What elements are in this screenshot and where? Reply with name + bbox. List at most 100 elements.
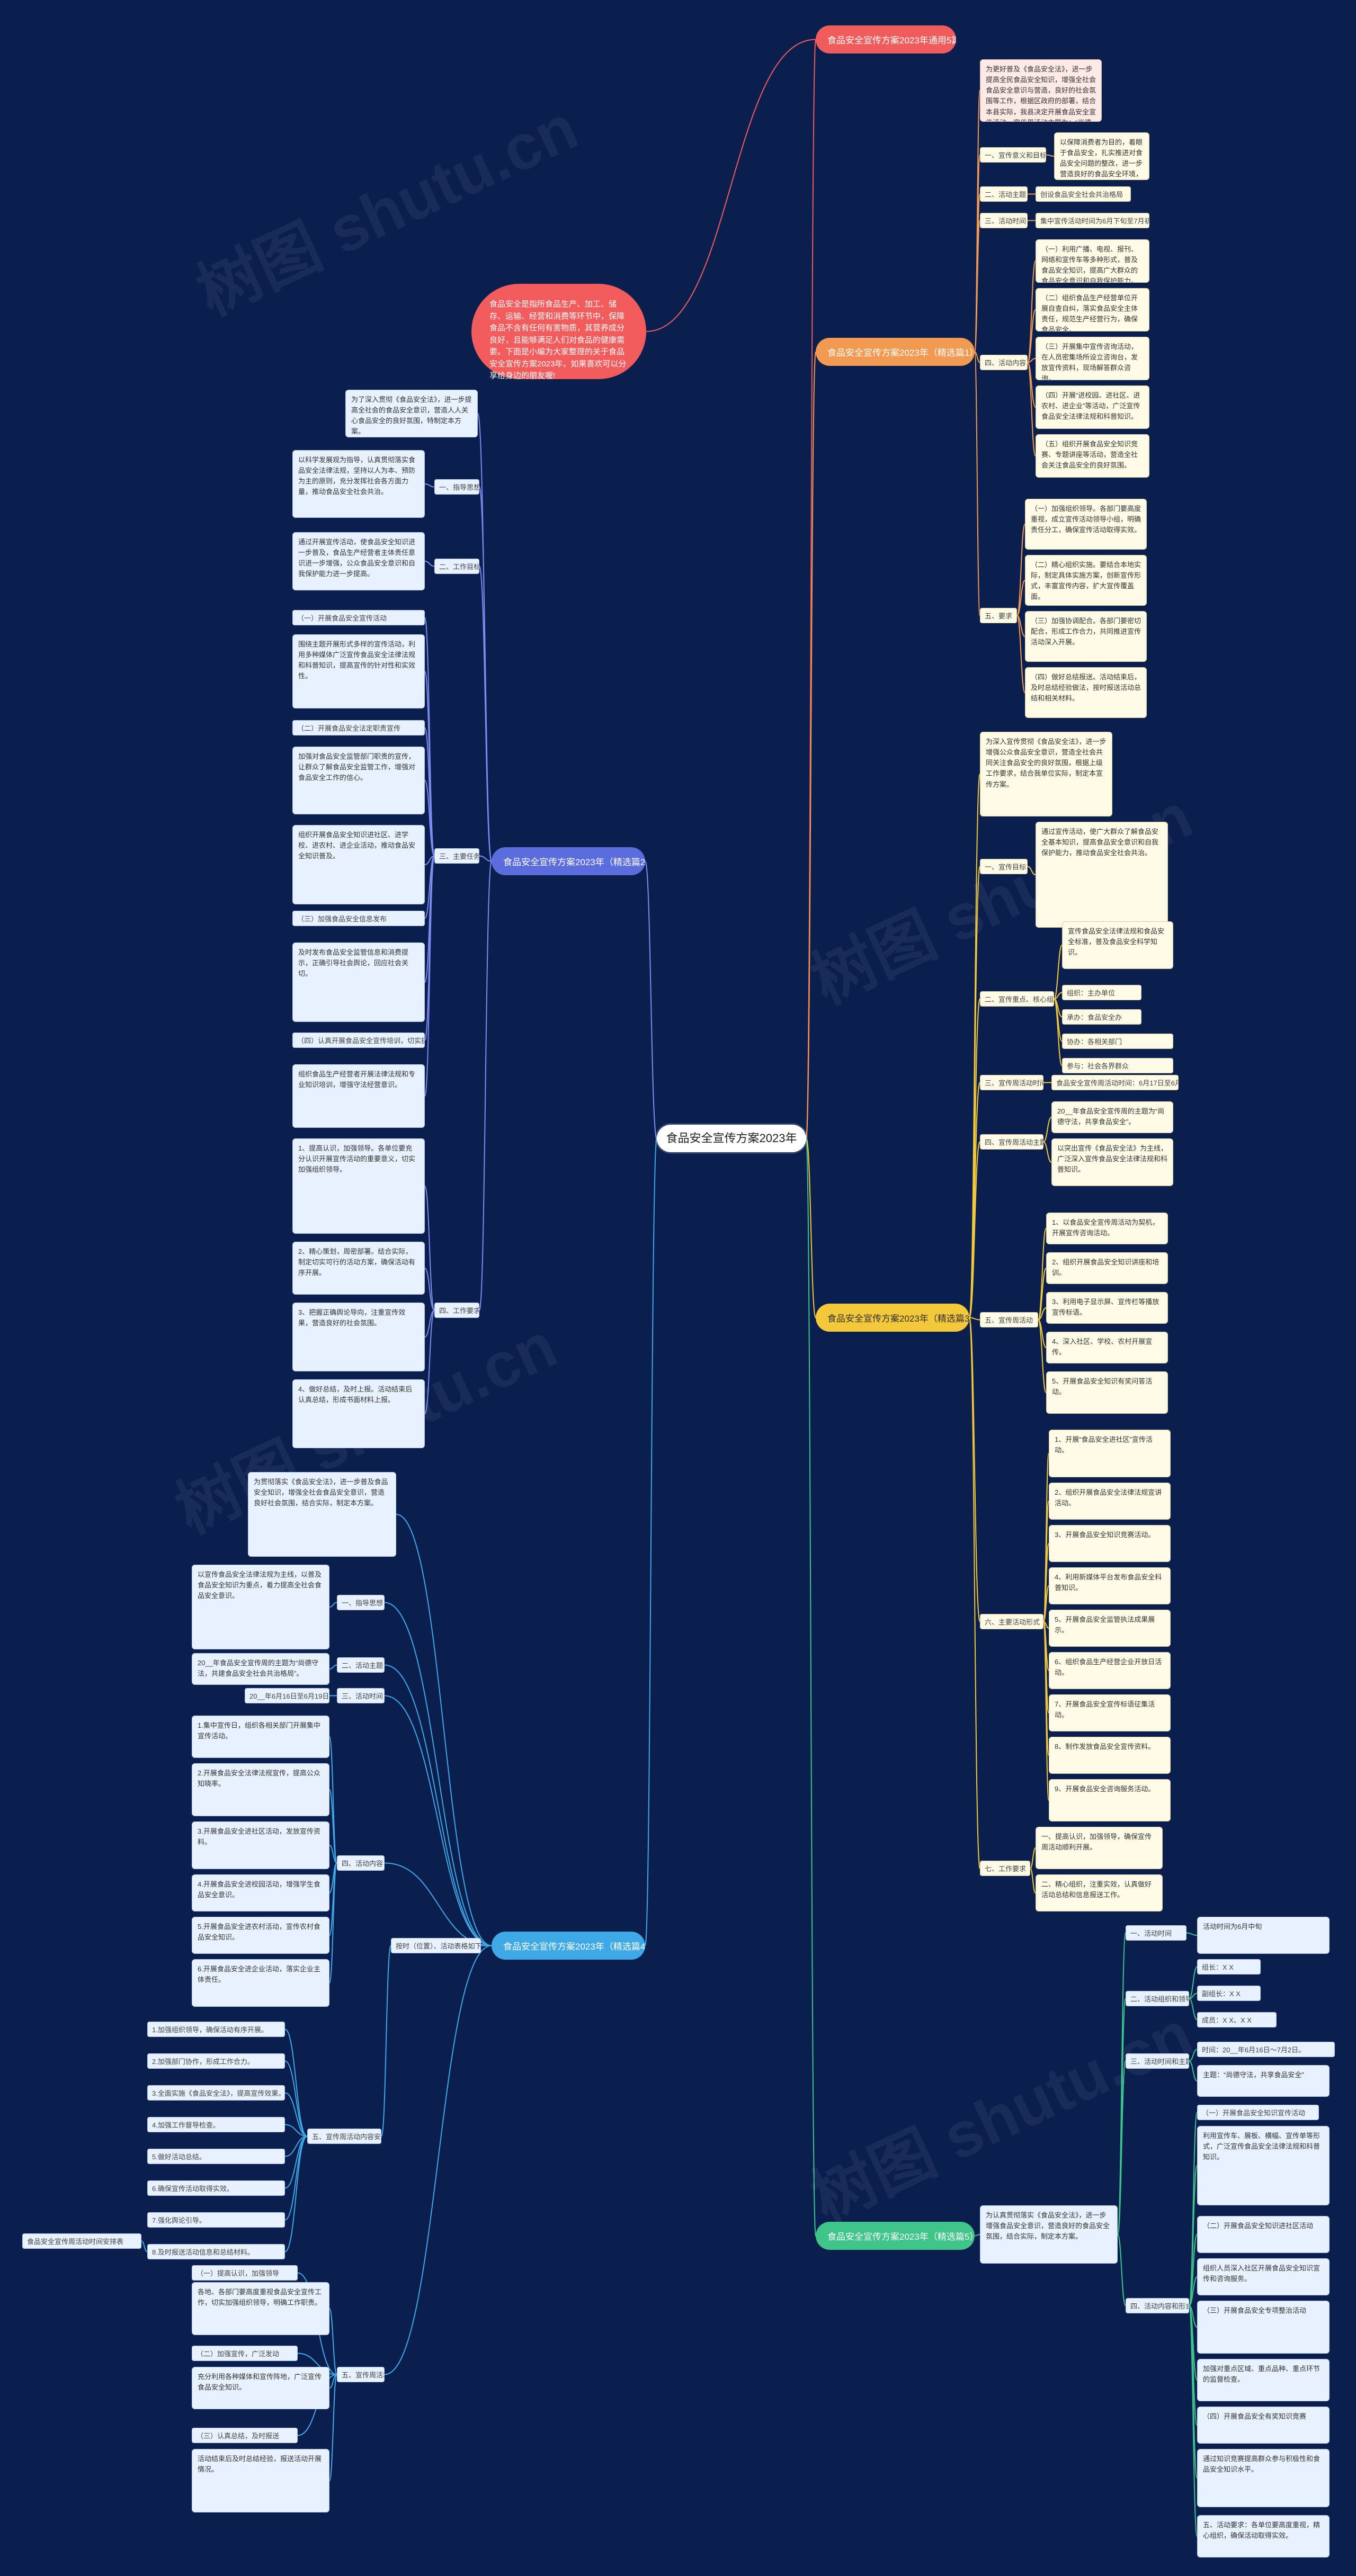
p3-intro: 为深入宣传贯彻《食品安全法》，进一步增强公众食品安全意识，营造全社会共同关注食品… bbox=[980, 732, 1112, 816]
p1-intro: 为更好普及《食品安全法》，进一步提高全民食品安全知识，增强全社会食品安全意识与营… bbox=[980, 59, 1102, 122]
connector-113 bbox=[1117, 2060, 1126, 2235]
p4-theme: 20__年食品安全宣传周的主题为“尚德守法，共建食品安全社会共治格局”。 bbox=[192, 1653, 329, 1685]
p1-req-1: （一）加强组织领导。各部门要高度重视，成立宣传活动领导小组，明确责任分工，确保宣… bbox=[1025, 499, 1147, 550]
p4-schedule-4: 4.加强工作督导检查。 bbox=[147, 2117, 285, 2132]
p1-content-2: （二）组织食品生产经营单位开展自查自纠，落实食品安全主体责任，规范生产经营行为，… bbox=[1036, 288, 1149, 331]
connector-21 bbox=[1016, 524, 1025, 616]
connector-24 bbox=[1016, 615, 1025, 693]
branch-p1[interactable]: 食品安全宣传方案2023年（精选篇1） bbox=[816, 338, 975, 366]
p4-work-3: （二）加强宣传，广泛发动 bbox=[192, 2346, 298, 2361]
p4-label-schedule: 五、宣传周活动内容安排 bbox=[307, 2129, 381, 2144]
connector-110 bbox=[974, 2234, 980, 2237]
p5-content-1: （一）开展食品安全知识宣传活动 bbox=[1197, 2105, 1319, 2120]
connector-119 bbox=[1189, 2049, 1198, 2062]
connector-79 bbox=[384, 1602, 492, 1946]
connector-35 bbox=[424, 780, 435, 857]
connector-44 bbox=[424, 1309, 435, 1414]
connector-2 bbox=[645, 860, 657, 1139]
p3-label-theme: 四、宣传周活动主题 bbox=[980, 1134, 1043, 1150]
p4-schedule-3: 3.全面实施《食品安全法》，提高宣传效果。 bbox=[147, 2085, 285, 2101]
p4-schedule-1: 1.加强组织领导，确保活动有序开展。 bbox=[147, 2022, 285, 2037]
p4-work-5: （三）认真总结，及时报送 bbox=[192, 2428, 298, 2443]
p1-theme: 创设食品安全社会共治格局 bbox=[1036, 186, 1131, 202]
p1-label-theme: 二、活动主题 bbox=[980, 186, 1028, 202]
connector-89 bbox=[329, 1789, 337, 1864]
p2-task-4: 加强对食品安全监管部门职责的宣传，让群众了解食品安全监管工作，增强对食品安全工作… bbox=[292, 747, 425, 814]
connector-95 bbox=[284, 2029, 308, 2137]
p3-focus-tag-3: 协办：各相关部门 bbox=[1062, 1034, 1173, 1049]
connector-80 bbox=[384, 1664, 492, 1946]
p1-req-4: （四）做好总结报送。活动结束后，及时总结经验做法，按时报送活动总结和相关材料。 bbox=[1025, 667, 1147, 718]
p3-focus-tag-2: 承办：食品安全办 bbox=[1062, 1009, 1141, 1025]
p3-form-7: 7、开展食品安全宣传标语征集活动。 bbox=[1049, 1694, 1171, 1731]
connector-120 bbox=[1189, 2060, 1198, 2081]
p3-req-1: 一、提高认识，加强领导，确保宣传周活动顺利开展。 bbox=[1036, 1827, 1163, 1869]
p3-goal: 通过宣传活动，使广大群众了解食品安全基本知识，提高食品安全意识和自我保护能力，推… bbox=[1036, 822, 1168, 928]
p3-activity-2: 2、组织开展食品安全知识讲座和培训。 bbox=[1046, 1252, 1168, 1284]
p2-task-1: （一）开展食品安全宣传活动 bbox=[292, 610, 425, 625]
p5-theme: 主题：“尚德守法，共享食品安全” bbox=[1197, 2065, 1330, 2097]
p2-req-3: 3、把握正确舆论导向，注重宣传效果，营造良好的社会氛围。 bbox=[292, 1303, 425, 1371]
p5-label-content: 四、活动内容和形式 bbox=[1126, 2298, 1189, 2313]
p3-form-1: 1、开展“食品安全进社区”宣传活动。 bbox=[1049, 1430, 1171, 1477]
p5-org-1: 组长：X X bbox=[1197, 1959, 1261, 1974]
p3-label-focus: 二、宣传重点、核心组织 bbox=[980, 991, 1054, 1007]
p1-content-3: （三）开展集中宣传咨询活动，在人员密集场所设立咨询台，发放宣传资料，现场解答群众… bbox=[1036, 337, 1149, 380]
p5-content-5: （三）开展食品安全专项整治活动 bbox=[1197, 2301, 1330, 2354]
connector-84 bbox=[384, 1945, 492, 2375]
p2-task-6: （三）加强食品安全信息发布 bbox=[292, 911, 425, 926]
p2-task-8: （四）认真开展食品安全宣传培训，切实提高从业人员素质 bbox=[292, 1033, 425, 1048]
connector-124 bbox=[1189, 2276, 1198, 2306]
p5-content-7: （四）开展食品安全有奖知识竞赛 bbox=[1197, 2407, 1330, 2444]
p1-content-5: （五）组织开展食品安全知识竞赛、专题讲座等活动，营造全社会关注食品安全的良好氛围… bbox=[1036, 434, 1149, 478]
p2-guide: 以科学发展观为指导，认真贯彻落实食品安全法律法规，坚持以人为本、预防为主的原则，… bbox=[292, 450, 425, 518]
connector-118 bbox=[1189, 1998, 1198, 2021]
connector-81 bbox=[384, 1695, 492, 1946]
branch-p5[interactable]: 食品安全宣传方案2023年（精选篇5） bbox=[816, 2222, 975, 2250]
branch-general[interactable]: 食品安全宣传方案2023年通用5篇 bbox=[816, 25, 956, 53]
p3-label-period: 三、宣传周活动时间 bbox=[980, 1075, 1043, 1090]
connector-114 bbox=[1117, 2234, 1126, 2306]
p5-intro: 为认真贯彻落实《食品安全法》，进一步增强食品安全意识，营造良好的食品安全氛围，结… bbox=[980, 2205, 1118, 2264]
p4-label-theme: 二、活动主题 bbox=[337, 1657, 385, 1673]
p2-req-4: 4、做好总结，及时上报。活动结束后认真总结，形成书面材料上报。 bbox=[292, 1379, 425, 1448]
branch-p2[interactable]: 食品安全宣传方案2023年（精选篇2） bbox=[492, 847, 645, 875]
connector-12 bbox=[974, 351, 980, 616]
p3-slogan: 以突出宣传《食品安全法》为主线，广泛深入宣传食品安全法律法规和科普知识。 bbox=[1051, 1138, 1173, 1186]
connector-76 bbox=[1030, 1847, 1036, 1869]
p4-content-1: 1.集中宣传日，组织各相关部门开展集中宣传活动。 bbox=[192, 1716, 329, 1758]
connector-6 bbox=[646, 39, 816, 332]
p1-time: 集中宣传活动时间为6月下旬至7月初 bbox=[1036, 213, 1149, 228]
p3-activity-1: 1、以食品安全宣传周活动为契机，开展宣传咨询活动。 bbox=[1046, 1213, 1168, 1244]
branch-p4[interactable]: 食品安全宣传方案2023年（精选篇4） bbox=[492, 1932, 645, 1960]
connector-75 bbox=[1043, 1621, 1049, 1801]
p2-label-req: 四、工作要求 bbox=[434, 1303, 479, 1318]
p1-label-content: 四、活动内容 bbox=[980, 355, 1028, 370]
p1-req-3: （三）加强协调配合。各部门要密切配合，形成工作合力，共同推进宣传活动深入开展。 bbox=[1025, 611, 1147, 662]
p5-content-9: 五、活动要求：各单位要高度重视，精心组织，确保活动取得实效。 bbox=[1197, 2515, 1330, 2557]
p4-time: 20__年6月16日至6月19日 bbox=[245, 1688, 329, 1703]
connector-52 bbox=[969, 1317, 980, 1869]
connector-4 bbox=[645, 1138, 657, 1946]
connector-26 bbox=[479, 486, 492, 862]
root-topic[interactable]: 食品安全宣传方案2023年 bbox=[657, 1125, 806, 1152]
p5-content-4: 组织人员深入社区开展食品安全知识宣传和咨询服务。 bbox=[1197, 2258, 1330, 2295]
p5-content-8: 通过知识竞赛提高群众参与积极性和食品安全知识水平。 bbox=[1197, 2449, 1330, 2507]
p1-label-goal: 一、宣传意义和目标 bbox=[980, 147, 1046, 163]
p4-work-4: 充分利用各种媒体和宣传阵地，广泛宣传食品安全知识。 bbox=[192, 2367, 329, 2409]
p4-schedule-tag: 按时（位置）、活动表格如下 bbox=[391, 1938, 481, 1953]
connector-86 bbox=[329, 1664, 337, 1670]
p4-work-1: （一）提高认识，加强领导 bbox=[192, 2265, 298, 2281]
connector-11 bbox=[974, 351, 980, 363]
p4-label-time: 三、活动时间 bbox=[337, 1688, 385, 1703]
p3-activity-5: 5、开展食品安全知识有奖问答活动。 bbox=[1046, 1371, 1168, 1414]
connector-97 bbox=[284, 2092, 308, 2137]
p3-activity-3: 3、利用电子显示屏、宣传栏等播放宣传标语。 bbox=[1046, 1292, 1168, 1324]
p5-time: 活动时间为6月中旬 bbox=[1197, 1917, 1330, 1954]
branch-p3[interactable]: 食品安全宣传方案2023年（精选篇3） bbox=[816, 1304, 969, 1332]
connector-33 bbox=[424, 671, 435, 857]
p5-content-6: 加强对重点区域、重点品种、重点环节的监督检查。 bbox=[1197, 2359, 1330, 2401]
p5-content-2: 利用宣传车、展板、横幅、宣传单等形式，广泛宣传食品安全法律法规和科普知识。 bbox=[1197, 2126, 1330, 2205]
p4-content-3: 3.开展食品安全进社区活动，发放宣传资料。 bbox=[192, 1821, 329, 1869]
connector-28 bbox=[479, 855, 492, 862]
